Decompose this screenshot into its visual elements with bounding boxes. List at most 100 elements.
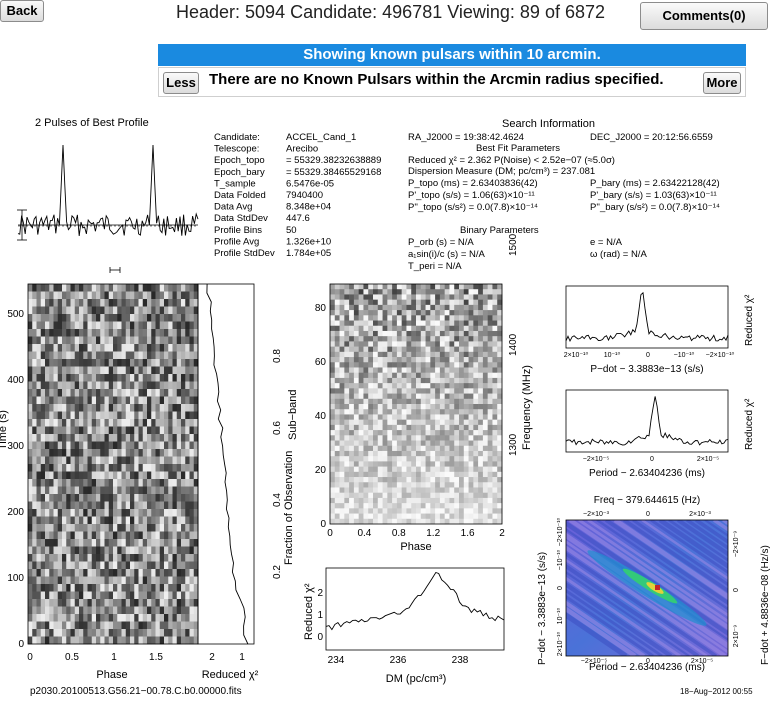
- pdot-tick-label: 10⁻¹⁰: [604, 351, 621, 359]
- time-phase-plot: 0 100 200 300 400 500 0 0.5 1 1.5 Time (s) Phase: [0, 283, 199, 681]
- pdot-chi-label: Reduced χ²: [744, 294, 755, 346]
- back-button[interactable]: Back: [0, 0, 44, 22]
- known-pulsars-message: There are no Known Pulsars within the Ar…: [209, 71, 664, 88]
- info-value: 1.326e+10: [286, 236, 331, 247]
- ra-value: RA_J2000 = 19:38:42.4624: [408, 132, 524, 143]
- info-value: 6.5476e-05: [286, 178, 334, 189]
- fit-parameters-bary: P_bary (ms) = 2.63422128(42)P'_bary (s/s…: [590, 178, 720, 260]
- subband-phase-tick: 1.2: [426, 528, 440, 539]
- period-tick-label: −2×10⁻⁵: [583, 456, 610, 463]
- candidate-info: Candidate: ACCEL_Cand_1 Telescope: Arecibo E…: [214, 132, 381, 259]
- subband-tick-label: 80: [315, 303, 327, 314]
- ppdot-ylabel-right: F−dot + 4.8836e−08 (Hz/s): [760, 545, 771, 665]
- subband-phase-label: Phase: [400, 541, 431, 553]
- fit-line: P''_topo (s/s²) = 0.0(7.8)×10⁻¹⁴: [408, 202, 538, 213]
- subband-phase-tick: 1.6: [461, 528, 475, 539]
- info-label: Epoch_topo: [214, 155, 265, 166]
- info-value: = 55329.38465529168: [286, 167, 381, 178]
- ppdot-top-tick: −2×10⁻³: [583, 511, 610, 518]
- known-pulsars-banner: Showing known pulsars within 10 arcmin.: [158, 44, 746, 66]
- phase-tick-label: 0: [27, 652, 33, 663]
- dec-value: DEC_J2000 = 20:12:56.6559: [590, 132, 713, 143]
- binary-title: Binary Parameters: [460, 225, 539, 236]
- frequency-axis-label: Frequency (MHz): [521, 365, 533, 450]
- fraction-tick-label: 0.4: [272, 493, 283, 507]
- less-button[interactable]: Less: [163, 72, 199, 94]
- dm-tick-label: 238: [452, 655, 469, 666]
- time-tick-label: 400: [7, 375, 24, 386]
- fit-line-bary: P''_bary (s/s²) = 0.0(7.8)×10⁻¹⁴: [590, 202, 720, 213]
- info-label: Epoch_bary: [214, 167, 265, 178]
- pdot-tick-label: −10⁻¹⁰: [674, 351, 695, 359]
- info-value: 447.6: [286, 213, 310, 224]
- fit-line-bary: P'_bary (s/s) = 1.03(63)×10⁻¹¹: [590, 190, 717, 201]
- info-label: Profile StdDev: [214, 248, 275, 259]
- time-axis-label: Time (s): [0, 410, 9, 450]
- comments-button[interactable]: Comments(0): [640, 2, 768, 30]
- phase-tick-label: 1: [111, 652, 117, 663]
- chi-tick-label: 2: [209, 652, 215, 663]
- info-value: Arecibo: [286, 144, 318, 155]
- phase-axis-label: Phase: [96, 669, 127, 681]
- dm-tick-label: 236: [390, 655, 407, 666]
- info-label: Profile Avg: [214, 236, 259, 247]
- period-axis-label: Period − 2.63404236 (ms): [589, 468, 705, 479]
- fraction-tick-label: 0.6: [272, 421, 283, 435]
- chi-fraction-plot: 2 1 0.2 0.4 0.6 0.8 Reduced χ² Fraction of O…: [197, 283, 295, 681]
- pdot-tick-label: 2×10⁻¹⁰: [564, 351, 589, 359]
- dm-chi-tick: 2: [317, 588, 323, 599]
- ppdot-left-tick: 0: [557, 586, 564, 590]
- ppdot-title: Freq − 379.644615 (Hz): [594, 495, 700, 506]
- fit-line: Reduced χ² = 2.362 P(Noise) < 2.52e−07 (…: [408, 155, 615, 166]
- subband-tick-label: 60: [315, 357, 327, 368]
- best-fit-title: Best Fit Parameters: [476, 143, 560, 154]
- info-label: Candidate:: [214, 132, 260, 143]
- prepfold-plot: 2 Pulses of Best Profile Search Informat…: [0, 110, 774, 702]
- info-value: 8.348e+04: [286, 202, 331, 213]
- header-title: Header: 5094 Candidate: 496781 Viewing: …: [176, 2, 606, 22]
- time-tick-label: 200: [7, 507, 24, 518]
- period-chi-label: Reduced χ²: [744, 398, 755, 450]
- fit-parameters: Reduced χ² = 2.362 P(Noise) < 2.52e−07 (…: [408, 155, 615, 272]
- info-value: 1.784e+05: [286, 248, 331, 259]
- fit-line: P'_topo (s/s) = 1.06(63)×10⁻¹¹: [408, 190, 535, 201]
- time-tick-label: 300: [7, 441, 24, 452]
- info-value: 50: [286, 225, 297, 236]
- ppdot-bottom-tick: −2×10⁻⁵: [581, 658, 608, 665]
- ppdot-left-tick: −2×10⁻¹⁰: [556, 517, 564, 546]
- dm-chi-tick: 1: [317, 610, 323, 621]
- info-label: Profile Bins: [214, 225, 262, 236]
- ppdot-bottom-tick: 0: [646, 658, 650, 665]
- ppdot-left-tick: 10⁻¹⁰: [556, 608, 564, 625]
- profile-plot: [17, 144, 199, 273]
- ppdot-bottom-tick: 2×10⁻⁵: [691, 658, 713, 665]
- info-label: Data Folded: [214, 190, 266, 201]
- pdot-axis-label: P−dot − 3.3883e−13 (s/s): [590, 364, 703, 375]
- info-label: Telescope:: [214, 144, 259, 155]
- pdot-tick-label: −2×10⁻¹⁰: [706, 351, 735, 359]
- fit-line-bary: ω (rad) = N/A: [590, 249, 647, 260]
- subband-plot: 0 20 40 60 80 0 0.4 0.8 1.2 1.6 2 1300 1400 1500 Su…: [287, 233, 533, 553]
- search-info-title: Search Information: [502, 118, 595, 130]
- fraction-tick-label: 0.2: [272, 565, 283, 579]
- profile-title: 2 Pulses of Best Profile: [35, 117, 149, 129]
- fits-filename: p2030.20100513.G56.21−00.78.C.b0.00000.f…: [30, 686, 242, 697]
- ppdot-right-tick: 2×10⁻⁹: [733, 625, 740, 647]
- subband-phase-tick: 0.4: [357, 528, 371, 539]
- period-tick-label: 2×10⁻⁵: [697, 456, 719, 463]
- frequency-tick-label: 1300: [508, 433, 519, 456]
- fraction-tick-label: 0.8: [272, 349, 283, 363]
- fit-line-bary: P_bary (ms) = 2.63422128(42): [590, 178, 720, 189]
- subband-phase-tick: 0: [327, 528, 333, 539]
- phase-tick-label: 1.5: [149, 652, 163, 663]
- subband-axis-label: Sub−band: [287, 390, 299, 440]
- dm-axis-label: DM (pc/cm³): [386, 673, 447, 685]
- subband-phase-tick: 0.8: [392, 528, 406, 539]
- time-tick-label: 0: [18, 639, 24, 650]
- more-button[interactable]: More: [703, 72, 741, 94]
- ppdot-top-tick: 2×10⁻³: [689, 511, 711, 518]
- ppdot-right-tick: 0: [733, 588, 740, 592]
- fit-line: P_orb (s) = N/A: [408, 237, 474, 248]
- ppdot-left-tick: −10⁻¹⁰: [556, 549, 564, 570]
- info-value: ACCEL_Cand_1: [286, 132, 356, 143]
